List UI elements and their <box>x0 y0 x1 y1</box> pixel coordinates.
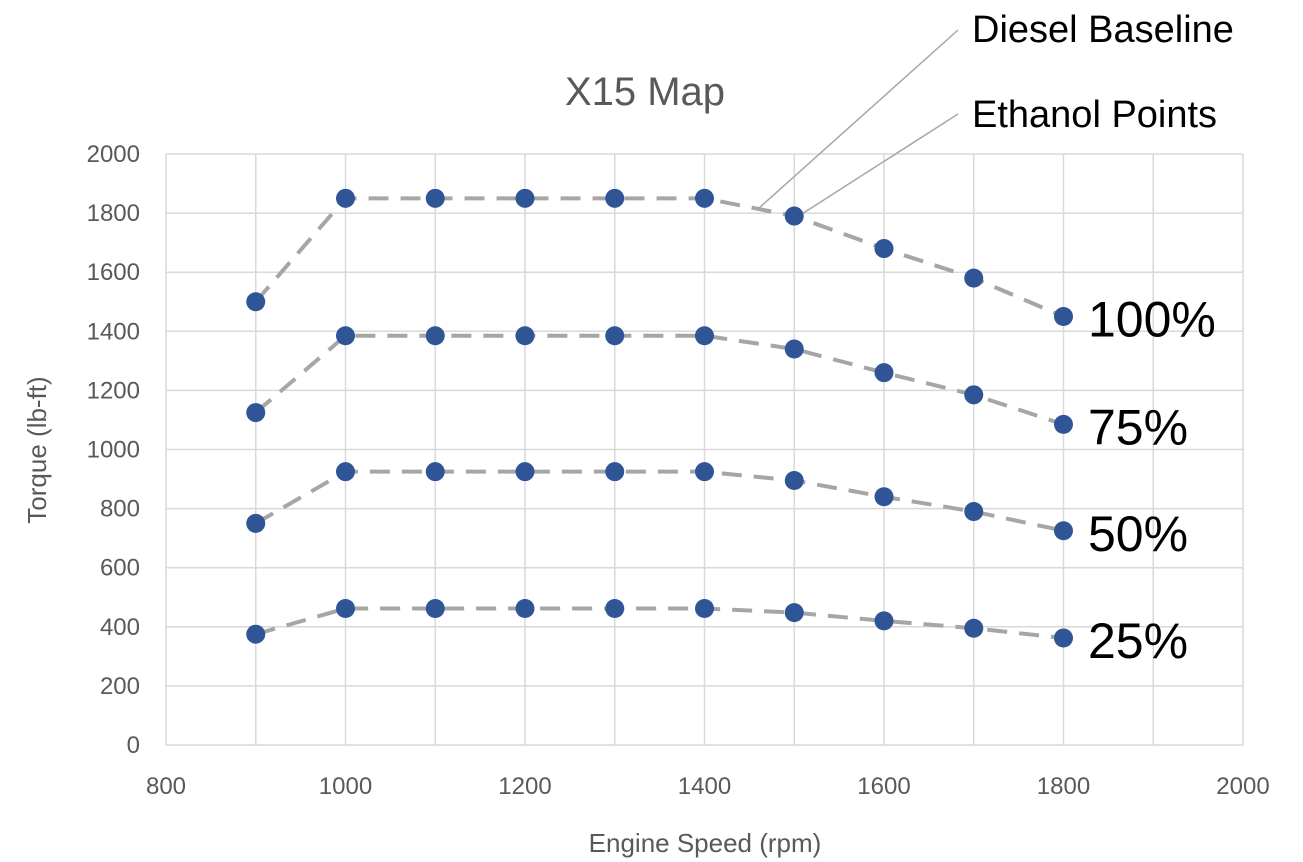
ethanol-data-point <box>605 188 625 208</box>
y-tick-label: 1800 <box>87 200 140 227</box>
y-tick-label: 1400 <box>87 318 140 345</box>
ethanol-data-point <box>515 462 535 482</box>
ethanol-data-point <box>1054 307 1073 327</box>
ethanol-data-point <box>874 611 894 631</box>
ethanol-data-point <box>695 188 714 208</box>
x-tick-label: 1200 <box>498 773 551 800</box>
x-tick-label: 2000 <box>1216 773 1269 800</box>
y-tick-label: 400 <box>100 614 140 641</box>
y-tick-label: 600 <box>100 555 140 582</box>
diesel-baseline-lines <box>254 196 1065 641</box>
load-level-label: 100% <box>1088 292 1216 348</box>
y-tick-label: 1000 <box>87 437 140 464</box>
x-axis-label: Engine Speed (rpm) <box>589 828 822 858</box>
ethanol-data-point <box>605 598 625 618</box>
x-tick-label: 1600 <box>857 773 910 800</box>
ethanol-points-annotation: Ethanol Points <box>972 94 1217 136</box>
x-tick-label: 800 <box>146 773 186 800</box>
ethanol-data-point <box>246 624 266 644</box>
y-tick-label: 1600 <box>87 259 140 286</box>
x-tick-label: 1400 <box>678 773 731 800</box>
ethanol-data-point <box>515 598 535 618</box>
diesel-baseline-line <box>254 196 1065 319</box>
ethanol-data-point <box>425 598 445 618</box>
y-tick-label: 1200 <box>87 377 140 404</box>
ethanol-data-point <box>695 326 714 346</box>
ethanol-data-point <box>1054 521 1073 541</box>
load-level-label: 75% <box>1088 399 1188 455</box>
load-level-label: 25% <box>1088 613 1188 669</box>
ethanol-points-leader <box>802 113 959 214</box>
ethanol-data-point <box>964 268 984 288</box>
load-level-labels: 100% 75% 50% 25% <box>1088 292 1216 670</box>
ethanol-data-point <box>605 462 625 482</box>
ethanol-data-point <box>515 326 535 346</box>
ethanol-data-point <box>336 462 355 482</box>
ethanol-data-point <box>515 188 535 208</box>
y-tick-label: 200 <box>100 673 140 700</box>
ethanol-data-point <box>784 339 804 359</box>
ethanol-data-point <box>874 363 894 383</box>
y-axis-label: Torque (lb-ft) <box>22 376 52 523</box>
ethanol-data-point <box>964 385 984 405</box>
x-tick-label: 1800 <box>1037 773 1090 800</box>
x-tick-label: 1000 <box>319 773 372 800</box>
ethanol-data-point <box>695 462 714 482</box>
y-tick-label: 800 <box>100 496 140 523</box>
y-tick-label: 2000 <box>87 141 140 168</box>
chart-title: X15 Map <box>565 70 725 114</box>
ethanol-data-point <box>336 188 355 208</box>
grid <box>165 153 1244 746</box>
ethanol-data-point <box>605 326 625 346</box>
ethanol-data-point <box>1054 414 1073 434</box>
diesel-baseline-leader <box>757 29 959 210</box>
ethanol-data-point <box>425 326 445 346</box>
ethanol-data-point <box>425 188 445 208</box>
ethanol-data-point <box>336 598 355 618</box>
ethanol-data-point <box>964 502 984 522</box>
axis-ticks: 0 200 400 600 800 1000 1200 1400 1600 1800 2000 800… <box>87 141 1270 800</box>
ethanol-data-point <box>246 403 266 423</box>
ethanol-data-point <box>246 292 266 312</box>
diesel-baseline-annotation: Diesel Baseline <box>972 9 1234 51</box>
diesel-baseline-line <box>254 469 1064 533</box>
ethanol-points <box>246 188 1073 648</box>
diesel-baseline-line <box>255 606 1064 641</box>
ethanol-data-point <box>425 462 445 482</box>
ethanol-data-point <box>336 326 355 346</box>
ethanol-data-point <box>1054 628 1073 648</box>
ethanol-data-point <box>784 206 804 226</box>
y-tick-label: 0 <box>127 732 140 759</box>
ethanol-data-point <box>246 513 266 533</box>
ethanol-data-point <box>874 487 894 507</box>
ethanol-data-point <box>784 471 804 491</box>
ethanol-data-point <box>964 618 984 638</box>
ethanol-data-point <box>695 598 714 618</box>
load-level-label: 50% <box>1088 506 1188 562</box>
ethanol-data-point <box>874 239 894 259</box>
diesel-baseline-line <box>254 333 1065 427</box>
annotation-leaders <box>757 29 959 214</box>
ethanol-data-point <box>784 603 804 623</box>
